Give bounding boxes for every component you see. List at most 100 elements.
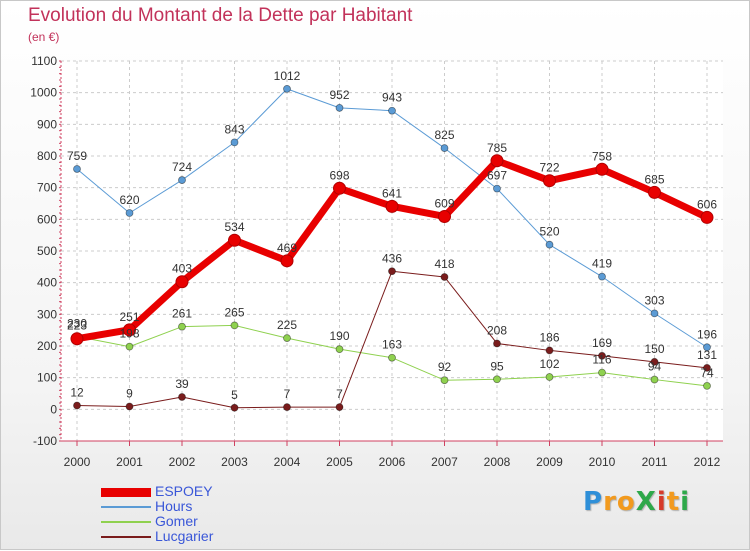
data-label-hours: 759 xyxy=(67,149,87,163)
data-label-hours: 724 xyxy=(172,160,192,174)
legend-label: Gomer xyxy=(155,513,198,529)
y-tick-label: 300 xyxy=(37,307,57,321)
y-tick-label: 1000 xyxy=(30,86,57,100)
data-label-espoey: 469 xyxy=(277,241,297,255)
y-tick-label: 1100 xyxy=(31,54,57,68)
data-label-hours: 825 xyxy=(434,128,454,142)
legend-swatch xyxy=(101,536,151,538)
data-point-hours xyxy=(335,103,344,112)
data-label-espoey: 685 xyxy=(644,172,664,186)
data-label-hours: 303 xyxy=(644,293,664,307)
data-point-lucgarier xyxy=(230,403,239,412)
legend-item-gomer: Gomer xyxy=(101,514,301,529)
data-label-espoey: 606 xyxy=(697,197,717,211)
legend-swatch xyxy=(101,506,151,508)
data-label-lucgarier: 150 xyxy=(644,342,664,356)
data-point-hours xyxy=(493,184,501,193)
data-point-gomer xyxy=(650,375,659,384)
logo-letter: X xyxy=(635,487,657,517)
chart-title: Evolution du Montant de la Dette par Hab… xyxy=(28,5,413,26)
data-label-hours: 620 xyxy=(119,193,139,207)
data-point-gomer xyxy=(598,368,606,377)
data-label-hours: 1012 xyxy=(274,69,301,83)
legend: ESPOEY Hours Gomer Lucgarier xyxy=(101,484,301,544)
data-label-gomer: 190 xyxy=(329,329,349,343)
data-label-lucgarier: 39 xyxy=(175,377,189,391)
logo-letter: r xyxy=(603,487,617,517)
data-point-hours xyxy=(598,272,606,281)
data-point-espoey xyxy=(228,233,241,247)
data-point-espoey xyxy=(543,174,556,188)
data-point-lucgarier xyxy=(493,339,501,348)
logo-letter: P xyxy=(583,487,604,517)
data-point-espoey xyxy=(333,181,346,195)
data-label-gomer: 102 xyxy=(539,357,559,371)
x-tick-label: 2005 xyxy=(326,455,353,469)
y-tick-label: 900 xyxy=(37,117,57,131)
data-point-hours xyxy=(650,309,659,318)
data-point-hours xyxy=(125,209,134,217)
logo-letter: o xyxy=(616,487,636,517)
data-label-gomer: 94 xyxy=(648,360,662,374)
x-tick-label: 2012 xyxy=(694,455,721,469)
data-label-espoey: 722 xyxy=(539,161,559,175)
x-tick-label: 2010 xyxy=(589,455,616,469)
data-point-hours xyxy=(73,165,81,173)
legend-item-espoey: ESPOEY xyxy=(101,484,301,499)
data-point-lucgarier xyxy=(440,273,449,281)
proxiti-logo: ProXiti xyxy=(583,487,690,517)
data-label-gomer: 163 xyxy=(382,338,402,352)
data-label-lucgarier: 186 xyxy=(539,330,559,344)
data-label-espoey: 758 xyxy=(592,149,612,163)
y-tick-label: 600 xyxy=(37,212,57,226)
data-point-lucgarier xyxy=(335,403,344,412)
x-tick-label: 2000 xyxy=(64,455,91,469)
data-label-hours: 697 xyxy=(487,169,507,183)
data-point-gomer xyxy=(178,322,186,331)
data-label-gomer: 225 xyxy=(277,318,297,332)
data-label-lucgarier: 9 xyxy=(126,386,133,400)
x-tick-label: 2008 xyxy=(484,455,511,469)
logo-letter: i xyxy=(680,487,691,517)
chart-unit-note: (en €) xyxy=(28,30,60,44)
data-point-espoey xyxy=(438,209,451,223)
data-point-hours xyxy=(388,106,396,115)
data-label-gomer: 261 xyxy=(172,307,192,321)
data-label-espoey: 641 xyxy=(382,186,402,200)
data-point-lucgarier xyxy=(545,346,554,355)
data-label-lucgarier: 418 xyxy=(434,257,454,271)
data-point-espoey xyxy=(280,254,294,268)
y-tick-label: 200 xyxy=(37,339,57,353)
y-tick-label: 700 xyxy=(37,181,57,195)
data-label-lucgarier: 5 xyxy=(231,388,238,402)
y-tick-label: 500 xyxy=(37,244,57,258)
data-point-gomer xyxy=(493,375,501,384)
data-label-hours: 843 xyxy=(224,122,244,136)
data-point-gomer xyxy=(283,334,291,342)
data-label-lucgarier: 208 xyxy=(487,323,507,337)
legend-label: ESPOEY xyxy=(155,483,213,499)
data-label-hours: 952 xyxy=(329,88,349,102)
data-label-hours: 943 xyxy=(382,91,402,105)
data-label-lucgarier: 12 xyxy=(70,386,84,400)
data-point-hours xyxy=(283,84,291,93)
data-label-lucgarier: 7 xyxy=(284,387,291,401)
y-tick-label: 400 xyxy=(37,276,57,290)
data-label-lucgarier: 169 xyxy=(592,336,612,350)
data-label-gomer: 230 xyxy=(67,317,87,331)
data-label-espoey: 609 xyxy=(434,196,454,210)
x-tick-label: 2001 xyxy=(116,455,143,469)
legend-swatch xyxy=(101,521,151,523)
data-point-lucgarier xyxy=(125,402,134,411)
data-point-gomer xyxy=(335,345,344,354)
data-point-hours xyxy=(178,176,186,184)
legend-item-lucgarier: Lucgarier xyxy=(101,529,301,544)
x-tick-label: 2006 xyxy=(379,455,406,469)
data-point-lucgarier xyxy=(178,393,186,401)
data-label-espoey: 251 xyxy=(119,310,139,324)
data-point-lucgarier xyxy=(598,351,606,360)
logo-letter: t xyxy=(666,487,681,517)
data-point-espoey xyxy=(648,185,661,199)
